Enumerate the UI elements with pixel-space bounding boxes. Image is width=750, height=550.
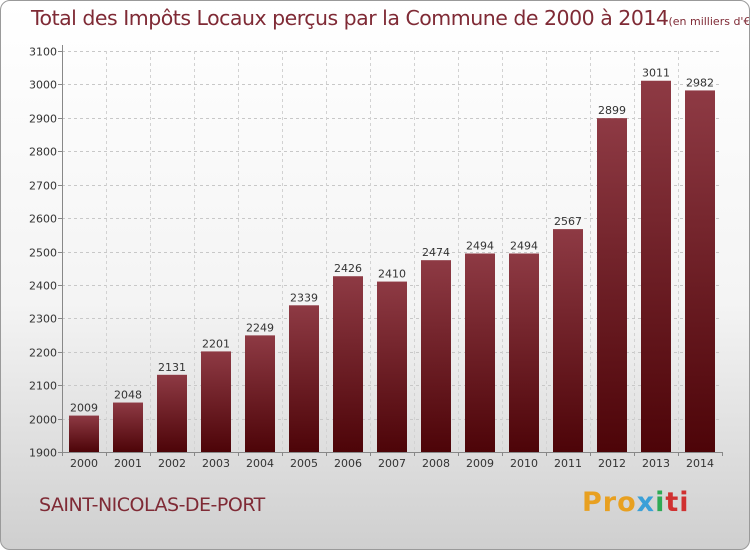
bar (69, 415, 99, 452)
bar (685, 90, 715, 452)
x-tick-label: 2004 (246, 457, 274, 470)
x-tick-label: 2000 (70, 457, 98, 470)
x-tick-label: 2008 (422, 457, 450, 470)
y-tick-label: 3100 (29, 46, 57, 59)
y-tick-label: 2200 (29, 347, 57, 360)
logo-part-1: Pro (582, 487, 637, 518)
bar (113, 402, 143, 452)
bar-value-label: 2249 (246, 321, 274, 334)
bar-value-label: 2048 (114, 389, 142, 402)
bar (597, 118, 627, 452)
logo-part-3: i (655, 487, 666, 518)
x-tick-label: 2010 (510, 457, 538, 470)
bar-value-label: 2426 (334, 262, 362, 275)
bar (465, 253, 495, 452)
bar-value-label: 3011 (642, 67, 670, 80)
y-tick-label: 2100 (29, 380, 57, 393)
chart-unit-note: (en milliers d'€) (668, 15, 750, 28)
bar-value-label: 2494 (466, 240, 494, 253)
y-tick-label: 2900 (29, 113, 57, 126)
bar-value-label: 2131 (158, 361, 186, 374)
bar-value-label: 2899 (598, 104, 626, 117)
y-tick-label: 2800 (29, 146, 57, 159)
y-tick-label: 2300 (29, 313, 57, 326)
logo-part-2: x (636, 487, 656, 518)
bars: 2009 2048 2131 2201 2249 2339 2426 2410 2474 2494… (69, 67, 715, 452)
y-tick-label: 2400 (29, 280, 57, 293)
y-tick-label: 2700 (29, 180, 57, 193)
chart-title-text: Total des Impôts Locaux perçus par la Co… (31, 6, 669, 30)
commune-name: SAINT-NICOLAS-DE-PORT (39, 494, 265, 516)
bar (553, 229, 583, 452)
x-tick-label: 2007 (378, 457, 406, 470)
bar-value-label: 2474 (422, 246, 450, 259)
chart-title: Total des Impôts Locaux perçus par la Co… (31, 6, 750, 30)
x-tick-label: 2001 (114, 457, 142, 470)
bar (157, 374, 187, 452)
x-tick-label: 2014 (686, 457, 714, 470)
proxiti-logo: Proxiti (582, 487, 690, 518)
x-tick-label: 2011 (554, 457, 582, 470)
x-tick-label: 2009 (466, 457, 494, 470)
bar-value-label: 2494 (510, 240, 538, 253)
bar (333, 276, 363, 452)
bar (377, 281, 407, 452)
bar (641, 80, 671, 452)
x-tick-label: 2013 (642, 457, 670, 470)
bar (421, 260, 451, 452)
y-tick-label: 2500 (29, 247, 57, 260)
bar (509, 253, 539, 452)
y-tick-label: 1900 (29, 447, 57, 460)
x-tick-label: 2002 (158, 457, 186, 470)
bar (201, 351, 231, 452)
bar-value-label: 2410 (378, 268, 406, 281)
logo-part-4: ti (665, 487, 690, 518)
axes: 1900 2000 2100 2200 2300 2400 2500 2600 2700 2800… (29, 45, 723, 470)
bar-value-label: 2567 (554, 215, 582, 228)
x-tick-label: 2003 (202, 457, 230, 470)
y-tick-label: 2000 (29, 414, 57, 427)
bar-value-label: 2009 (70, 402, 98, 415)
bar-value-label: 2339 (290, 291, 318, 304)
x-tick-label: 2006 (334, 457, 362, 470)
bar (289, 305, 319, 452)
x-tick-label: 2005 (290, 457, 318, 470)
bar-value-label: 2982 (686, 76, 714, 89)
bar-value-label: 2201 (202, 337, 230, 350)
bar (245, 335, 275, 452)
x-tick-label: 2012 (598, 457, 626, 470)
y-tick-label: 3000 (29, 79, 57, 92)
y-tick-label: 2600 (29, 213, 57, 226)
